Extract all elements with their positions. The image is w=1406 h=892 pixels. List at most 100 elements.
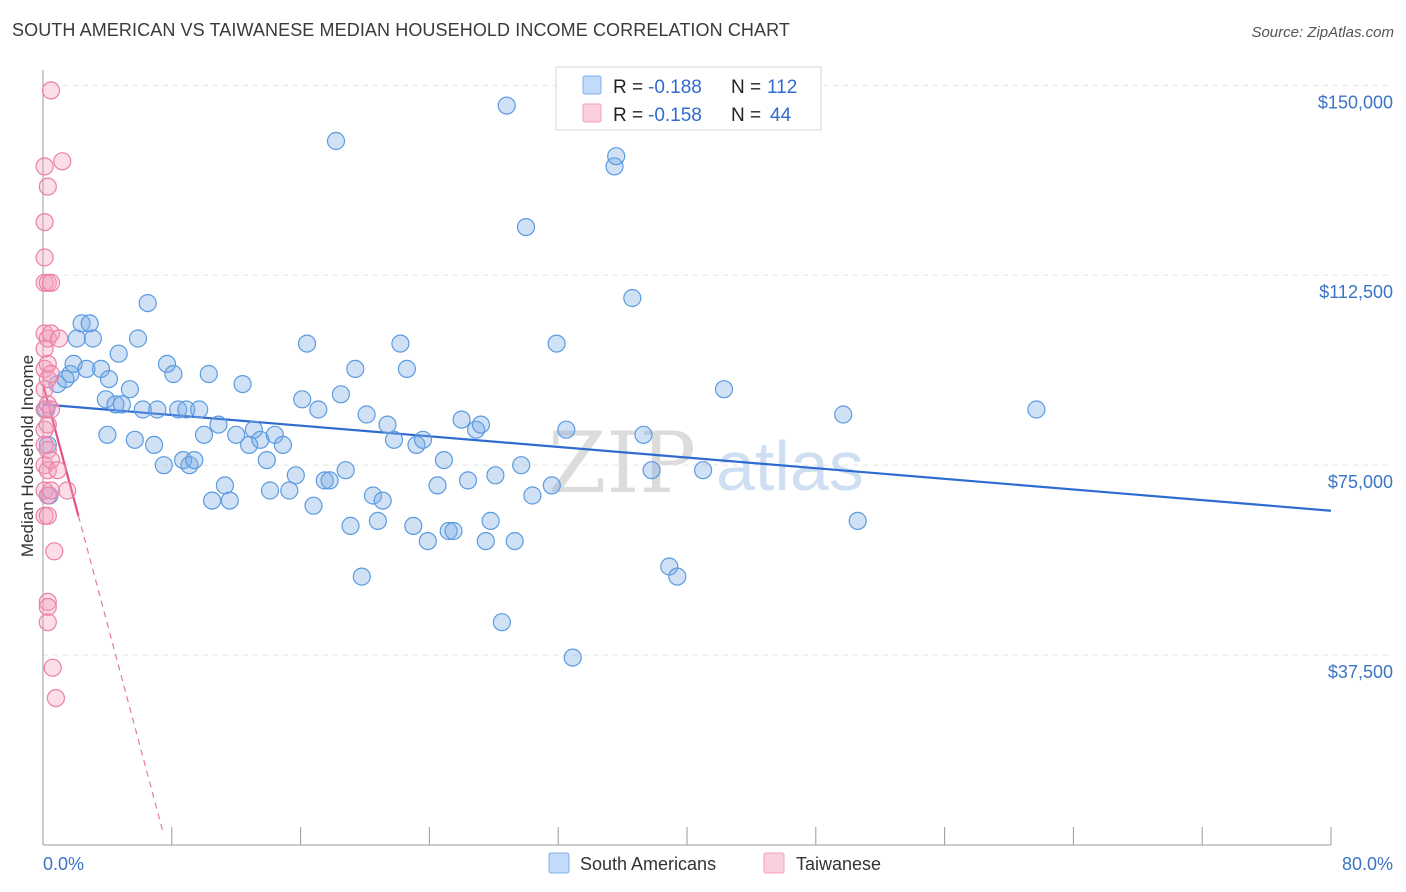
point-0-100 xyxy=(634,425,653,444)
point-0-55 xyxy=(309,400,328,419)
point-0-78 xyxy=(439,521,458,541)
point-0-51 xyxy=(286,466,305,485)
point-1-24 xyxy=(38,506,57,525)
point-0-54 xyxy=(304,496,323,515)
point-1-8 xyxy=(35,400,54,419)
point-0-40 xyxy=(220,491,239,510)
point-0-38 xyxy=(209,415,228,434)
point-0-103 xyxy=(668,567,687,586)
point-0-83 xyxy=(471,415,490,434)
point-1-18 xyxy=(38,370,57,389)
point-1-10 xyxy=(35,435,54,454)
point-0-105 xyxy=(714,380,734,399)
point-0-18 xyxy=(112,395,132,414)
point-0-72 xyxy=(404,516,423,536)
point-0-88 xyxy=(497,96,516,115)
legend-n-value-2: 44 xyxy=(770,105,792,126)
point-1-9 xyxy=(35,420,54,439)
point-1-33 xyxy=(41,451,61,470)
point-0-95 xyxy=(557,420,576,439)
point-0-93 xyxy=(542,476,561,495)
point-0-60 xyxy=(336,461,355,480)
point-0-96 xyxy=(563,648,582,667)
point-0-39 xyxy=(215,476,234,495)
point-1-2 xyxy=(35,248,54,267)
point-0-106 xyxy=(834,405,853,424)
point-1-28 xyxy=(41,81,61,100)
point-1-19 xyxy=(38,395,57,414)
point-0-50 xyxy=(280,481,299,500)
point-0-15 xyxy=(99,370,119,389)
point-1-41 xyxy=(58,481,77,500)
chart-title: SOUTH AMERICAN VS TAIWANESE MEDIAN HOUSE… xyxy=(12,20,790,40)
point-0-49 xyxy=(273,435,292,454)
series-legend-swatch-taiwanese xyxy=(763,852,785,874)
point-1-17 xyxy=(38,354,57,373)
point-0-35 xyxy=(194,425,214,444)
point-0-63 xyxy=(352,567,371,586)
point-0-36 xyxy=(199,364,218,384)
y-tick-label-2: $112,500 xyxy=(1319,282,1393,302)
series-legend: South Americans Taiwanese xyxy=(548,852,881,874)
point-1-32 xyxy=(41,400,61,419)
point-0-74 xyxy=(413,430,433,449)
legend-r-value-1: -0.188 xyxy=(648,77,702,98)
point-0-71 xyxy=(397,359,416,378)
legend-swatch-south-americans xyxy=(582,75,602,95)
point-1-7 xyxy=(35,380,54,399)
point-0-52 xyxy=(293,390,312,409)
point-0-68 xyxy=(378,415,397,434)
point-0-89 xyxy=(505,531,524,551)
point-0-23 xyxy=(138,294,157,313)
series-legend-swatch-south-americans xyxy=(548,852,570,874)
point-0-86 xyxy=(486,466,505,485)
point-0-98 xyxy=(607,147,626,166)
y-tick-label-0: $37,500 xyxy=(1328,662,1393,682)
point-0-25 xyxy=(148,400,167,419)
point-0-66 xyxy=(368,511,387,531)
point-1-12 xyxy=(35,481,54,500)
y-axis-label: Median Household Income xyxy=(18,355,37,557)
data-points xyxy=(35,81,1046,708)
x-tick-label-max: 80.0% xyxy=(1342,854,1393,874)
point-0-21 xyxy=(128,329,148,348)
source-label: Source: ZipAtlas.com xyxy=(1251,24,1394,41)
legend-n-label-1: N = xyxy=(731,77,761,98)
point-0-5 xyxy=(61,364,80,384)
point-0-28 xyxy=(164,364,183,384)
point-0-16 xyxy=(106,395,125,414)
correlation-legend: R = -0.188 N = 112 R = -0.158 N = 44 xyxy=(555,66,822,131)
point-1-5 xyxy=(35,339,54,358)
point-1-23 xyxy=(38,486,57,505)
point-0-24 xyxy=(145,435,164,454)
point-0-45 xyxy=(251,430,270,449)
grid-lines xyxy=(43,84,1393,656)
point-0-87 xyxy=(492,613,511,632)
point-0-17 xyxy=(109,344,128,363)
point-0-7 xyxy=(67,329,86,348)
point-0-92 xyxy=(523,486,542,505)
point-0-94 xyxy=(547,334,566,353)
point-1-20 xyxy=(38,415,57,434)
point-0-34 xyxy=(190,400,209,419)
point-0-108 xyxy=(1027,400,1046,419)
y-tick-label-3: $150,000 xyxy=(1318,92,1393,112)
point-1-34 xyxy=(41,481,61,500)
point-0-104 xyxy=(693,461,713,480)
point-0-56 xyxy=(315,471,334,490)
y-tick-label-1: $75,000 xyxy=(1328,472,1393,492)
legend-swatch-taiwanese xyxy=(582,103,602,123)
series-0-points xyxy=(37,96,1046,667)
point-0-14 xyxy=(98,425,117,444)
point-0-53 xyxy=(297,334,317,353)
trend-line-extension-1 xyxy=(77,515,165,836)
point-1-35 xyxy=(43,658,62,677)
point-1-21 xyxy=(38,440,57,460)
point-0-11 xyxy=(83,329,103,348)
point-0-80 xyxy=(452,410,471,429)
point-0-84 xyxy=(476,531,495,551)
point-0-37 xyxy=(203,491,222,510)
point-0-42 xyxy=(233,375,252,394)
y-tick-labels: $37,500 $75,000 $112,500 $150,000 xyxy=(1318,92,1393,682)
point-0-58 xyxy=(326,131,346,151)
